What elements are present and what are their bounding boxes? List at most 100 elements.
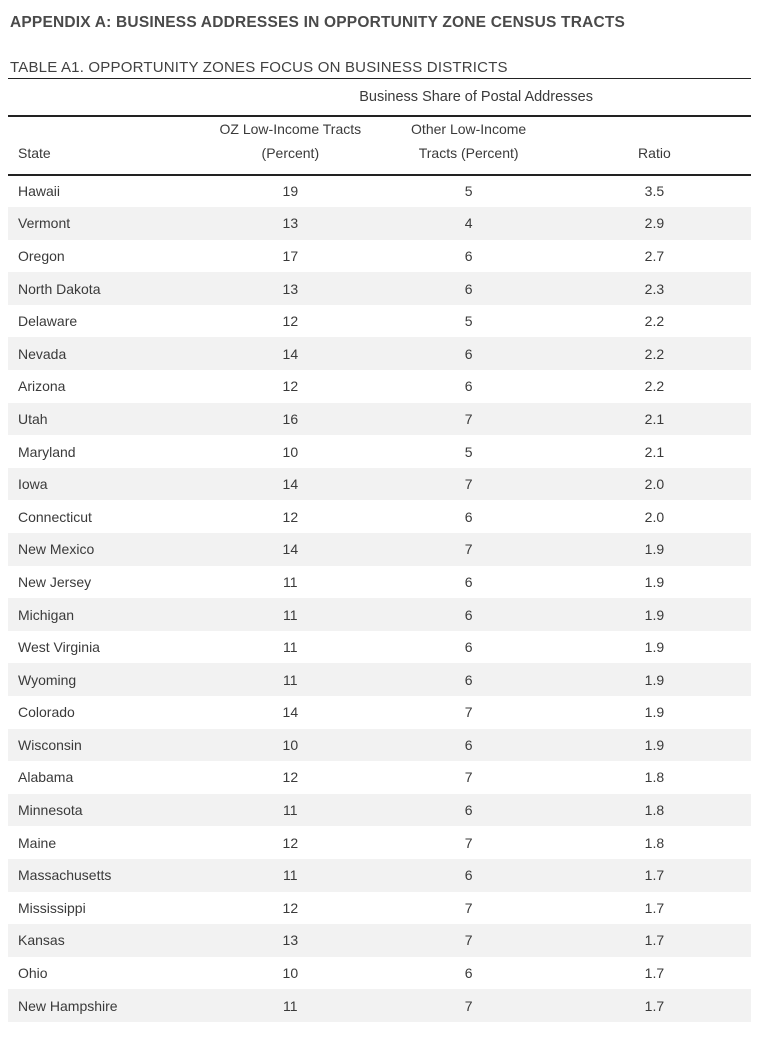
table-row: Arizona 12 6 2.2 xyxy=(8,370,751,403)
ratio-cell: 2.9 xyxy=(644,215,665,232)
table-row: Alabama 12 7 1.8 xyxy=(8,761,751,794)
other-value-cell: 5 xyxy=(464,313,473,330)
state-cell: Vermont xyxy=(18,215,71,232)
ratio-cell: 1.9 xyxy=(644,639,665,656)
table-row: New Jersey 11 6 1.9 xyxy=(8,566,751,599)
ratio-cell: 2.0 xyxy=(644,476,665,493)
state-cell: North Dakota xyxy=(18,280,101,297)
table-row: Wisconsin 10 6 1.9 xyxy=(8,728,751,762)
table-row: Minnesota 11 6 1.8 xyxy=(8,793,751,827)
ratio-cell: 2.7 xyxy=(644,247,665,264)
table-row: Mississippi 12 7 1.7 xyxy=(8,892,751,925)
state-cell: Massachusetts xyxy=(18,867,112,884)
oz-value-cell: 11 xyxy=(283,639,298,656)
table-header: Business Share of Postal Addresses State… xyxy=(8,78,751,176)
column-header-oz-line1: OZ Low-Income Tracts xyxy=(219,120,362,137)
other-value-cell: 6 xyxy=(464,867,473,884)
state-cell: West Virginia xyxy=(18,639,100,656)
state-cell: Connecticut xyxy=(18,508,92,525)
table-row: Maine 12 7 1.8 xyxy=(8,826,751,859)
ratio-cell: 2.2 xyxy=(644,378,665,395)
table-row: North Dakota 13 6 2.3 xyxy=(8,272,751,305)
state-cell: Maryland xyxy=(18,443,76,460)
table-row: Vermont 13 4 2.9 xyxy=(8,207,751,240)
other-value-cell: 6 xyxy=(464,378,473,395)
state-cell: Iowa xyxy=(18,476,48,493)
other-value-cell: 6 xyxy=(464,247,473,264)
table-body: Hawaii 19 5 3.5 Vermont 13 4 2.9 Oregon 17 6 2.7 Nor… xyxy=(8,175,751,1022)
oz-value-cell: 14 xyxy=(282,476,299,493)
state-cell: Delaware xyxy=(18,313,78,330)
ratio-cell: 1.7 xyxy=(644,965,665,982)
oz-value-cell: 11 xyxy=(283,997,298,1014)
ratio-cell: 1.8 xyxy=(644,769,665,786)
table-row: Nevada 14 6 2.2 xyxy=(8,337,751,371)
ratio-cell: 2.3 xyxy=(644,280,665,297)
oz-value-cell: 12 xyxy=(282,769,299,786)
table-row: Maryland 10 5 2.1 xyxy=(8,435,751,468)
oz-value-cell: 10 xyxy=(282,443,299,460)
ratio-cell: 1.9 xyxy=(644,671,665,688)
ratio-cell: 1.7 xyxy=(644,867,665,884)
oz-value-cell: 12 xyxy=(282,834,299,851)
oz-value-cell: 14 xyxy=(282,541,299,558)
state-cell: Ohio xyxy=(18,965,48,982)
table-row: West Virginia 11 6 1.9 xyxy=(8,631,751,664)
ratio-cell: 1.7 xyxy=(644,899,665,916)
other-value-cell: 6 xyxy=(464,639,473,656)
ratio-cell: 1.9 xyxy=(644,573,665,590)
state-cell: Michigan xyxy=(18,606,75,623)
oz-value-cell: 14 xyxy=(282,345,299,362)
other-value-cell: 7 xyxy=(464,932,473,949)
state-cell: Kansas xyxy=(18,932,65,949)
other-value-cell: 6 xyxy=(464,965,473,982)
oz-value-cell: 10 xyxy=(282,965,299,982)
table-row: Ohio 10 6 1.7 xyxy=(8,957,751,990)
page: APPENDIX A: BUSINESS ADDRESSES IN OPPORT… xyxy=(0,13,768,1040)
state-cell: New Mexico xyxy=(18,541,95,558)
column-header-other-line1: Other Low-Income xyxy=(411,120,527,137)
ratio-cell: 1.8 xyxy=(644,802,665,819)
state-cell: Arizona xyxy=(18,378,66,395)
span-header-spacer xyxy=(8,78,202,117)
other-value-cell: 6 xyxy=(464,573,473,590)
oz-value-cell: 17 xyxy=(282,247,299,264)
table-row: Connecticut 12 6 2.0 xyxy=(8,500,751,533)
other-value-cell: 6 xyxy=(464,606,473,623)
state-cell: Nevada xyxy=(18,345,67,362)
state-cell: Maine xyxy=(18,834,57,851)
state-cell: Hawaii xyxy=(18,183,61,200)
ratio-cell: 1.7 xyxy=(644,932,665,949)
table-row: New Mexico 14 7 1.9 xyxy=(8,533,751,566)
oz-value-cell: 13 xyxy=(282,215,299,232)
span-header-row: Business Share of Postal Addresses xyxy=(8,78,751,117)
other-value-cell: 7 xyxy=(464,476,473,493)
oz-value-cell: 12 xyxy=(282,378,299,395)
other-value-cell: 4 xyxy=(464,215,473,232)
ratio-cell: 2.0 xyxy=(644,508,665,525)
column-header-oz: OZ Low-Income Tracts (Percent) xyxy=(201,115,380,176)
other-value-cell: 7 xyxy=(464,541,473,558)
table-row: New Hampshire 11 7 1.7 xyxy=(8,989,751,1022)
ratio-cell: 1.9 xyxy=(644,736,665,753)
other-value-cell: 6 xyxy=(464,736,473,753)
column-header-state: State xyxy=(8,115,202,176)
ratio-cell: 2.1 xyxy=(644,410,665,427)
table-row: Utah 16 7 2.1 xyxy=(8,402,751,436)
state-cell: Mississippi xyxy=(18,899,86,916)
state-cell: Oregon xyxy=(18,247,65,264)
ratio-cell: 1.9 xyxy=(644,606,665,623)
oz-value-cell: 14 xyxy=(282,704,299,721)
span-header: Business Share of Postal Addresses xyxy=(201,78,751,117)
column-header-ratio: Ratio xyxy=(557,115,751,176)
state-cell: New Jersey xyxy=(18,573,92,590)
state-cell: Utah xyxy=(18,410,48,427)
table-row: Michigan 11 6 1.9 xyxy=(8,598,751,631)
table-row: Iowa 14 7 2.0 xyxy=(8,467,751,501)
table-title: TABLE A1. OPPORTUNITY ZONES FOCUS ON BUS… xyxy=(10,59,508,76)
other-value-cell: 5 xyxy=(464,183,473,200)
state-cell: New Hampshire xyxy=(18,997,118,1014)
table-row: Hawaii 19 5 3.5 xyxy=(8,175,751,208)
other-value-cell: 7 xyxy=(464,899,473,916)
oz-value-cell: 11 xyxy=(283,867,298,884)
